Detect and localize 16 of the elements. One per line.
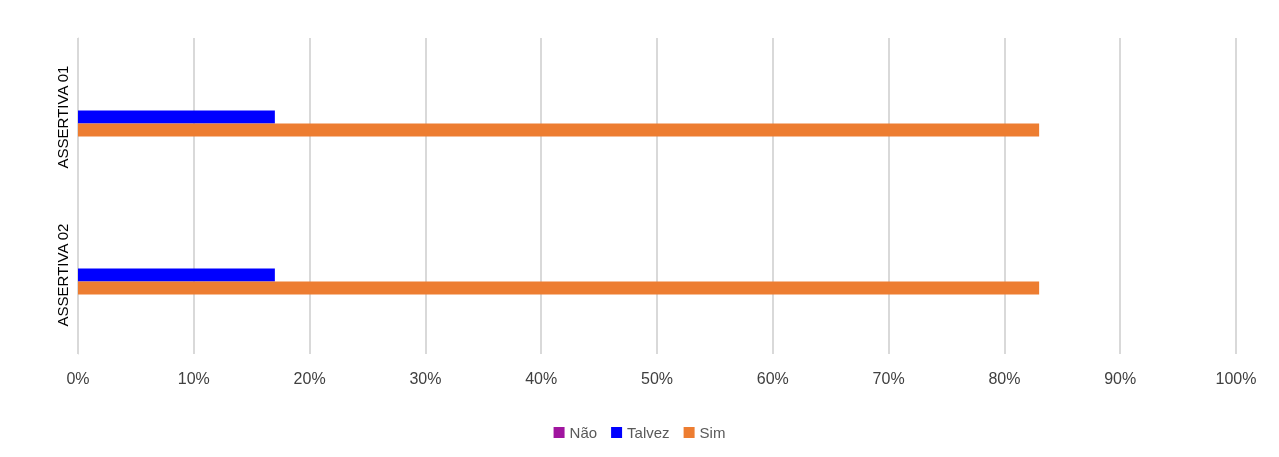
x-tick-label: 50% [640,369,674,387]
x-tick-label: 80% [988,369,1021,387]
legend-label: Não [569,424,598,441]
legend-label: Sim [699,424,726,441]
x-tick-label: 40% [525,369,558,387]
x-tick-label: 30% [409,369,442,387]
x-tick-label: 70% [872,369,905,387]
y-tick-label: ASSERTIVA 01 [54,65,71,169]
x-tick-label: 20% [293,369,326,387]
x-tick-label: 60% [756,369,789,387]
x-tick-label: 100% [1215,369,1257,387]
legend-label: Talvez [627,424,670,441]
y-tick-label: ASSERTIVA 02 [54,223,71,327]
x-tick-label: 90% [1104,369,1137,387]
x-tick-label: 0% [66,369,90,387]
x-tick-label: 10% [177,369,210,387]
